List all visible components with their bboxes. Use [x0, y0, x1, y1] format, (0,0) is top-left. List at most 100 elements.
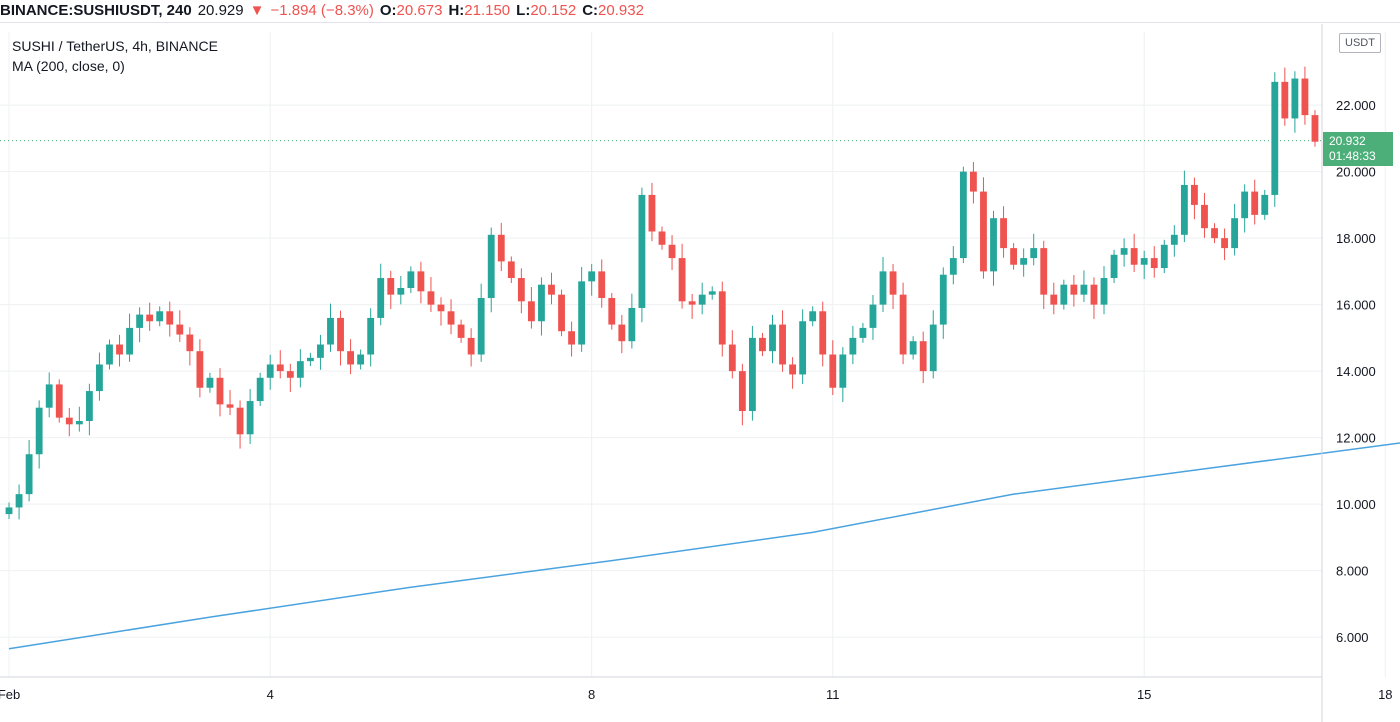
- candle-body: [206, 377, 214, 388]
- x-tick-label: Feb: [0, 687, 20, 702]
- candle-body: [15, 494, 23, 508]
- close-value: 20.932: [598, 2, 644, 19]
- candle-body: [276, 364, 284, 372]
- bar-countdown: 01:48:33: [1329, 149, 1376, 163]
- candle-body: [1241, 191, 1249, 219]
- candle-body: [1311, 115, 1319, 142]
- down-arrow-icon: ▼: [249, 2, 265, 19]
- candle-body: [648, 194, 656, 232]
- candle-body: [497, 234, 505, 262]
- candle-body: [990, 218, 997, 272]
- candlestick-chart[interactable]: 6.000 8.000 10.000 12.000 14.000 16.000 18.000…: [0, 24, 1400, 722]
- candle-body: [266, 364, 274, 378]
- candle-body: [387, 278, 395, 295]
- candle-body: [829, 354, 837, 388]
- candle-body: [839, 354, 847, 388]
- candle-body: [1261, 194, 1269, 215]
- candle-body: [1110, 254, 1118, 279]
- candle-body: [859, 327, 867, 338]
- candle-body: [1201, 204, 1208, 229]
- chart-legend-ma[interactable]: MA (200, close, 0): [12, 58, 125, 74]
- low-value: 20.152: [530, 2, 577, 19]
- candle-body: [959, 171, 967, 259]
- candle-body: [437, 304, 445, 312]
- candle-body: [1100, 278, 1108, 305]
- candle-body: [1010, 248, 1018, 265]
- candle-body: [507, 261, 515, 279]
- candle-body: [869, 304, 877, 328]
- candle-body: [397, 288, 405, 295]
- candle-body: [1120, 248, 1128, 255]
- last-price: 20.929: [197, 2, 244, 19]
- candle-body: [1130, 248, 1138, 265]
- y-tick-label: 22.000: [1336, 98, 1376, 113]
- candle-body: [718, 291, 726, 345]
- candle-body: [166, 311, 174, 325]
- high-label: H:: [448, 2, 465, 19]
- candle-body: [317, 344, 324, 358]
- candle-body: [598, 271, 606, 298]
- price-change: −1.894 (−8.3%): [270, 2, 374, 19]
- candle-body: [5, 507, 13, 515]
- candle-body: [146, 314, 154, 322]
- candle-body: [1040, 248, 1048, 295]
- x-tick-label: 15: [1137, 687, 1151, 702]
- y-tick-label: 16.000: [1336, 298, 1376, 313]
- candle-body: [1090, 284, 1098, 305]
- candle-body: [809, 311, 817, 322]
- candle-body: [186, 334, 194, 352]
- candle-body: [457, 324, 465, 338]
- candle-body: [296, 361, 304, 378]
- candle-body: [306, 357, 314, 362]
- open-value: 20.673: [396, 2, 443, 19]
- candle-body: [126, 327, 133, 355]
- candle-body: [327, 317, 334, 345]
- candle-body: [377, 278, 385, 318]
- candle-body: [407, 271, 415, 289]
- candle-body: [1251, 191, 1259, 215]
- candle-body: [1160, 244, 1168, 269]
- candle-body: [25, 454, 33, 495]
- candle-body: [1271, 81, 1279, 195]
- candle-body: [568, 331, 576, 345]
- candle-body: [939, 274, 947, 325]
- x-tick-label: 8: [588, 687, 595, 702]
- candle-body: [658, 231, 666, 245]
- candles: [5, 66, 1319, 520]
- candle-body: [477, 297, 485, 355]
- candle-body: [116, 344, 123, 355]
- y-tick-label: 20.000: [1336, 165, 1376, 180]
- candle-body: [759, 337, 766, 352]
- chart-grid: [0, 32, 1386, 677]
- candle-body: [1140, 258, 1148, 265]
- candle-body: [769, 324, 776, 352]
- symbol-name[interactable]: BINANCE:SUSHIUSDT, 240: [0, 2, 192, 19]
- candle-body: [548, 284, 555, 295]
- candle-body: [608, 297, 616, 325]
- candle-body: [618, 324, 626, 342]
- candle-body: [1281, 81, 1289, 119]
- candle-body: [738, 371, 746, 412]
- candle-body: [96, 364, 103, 392]
- chart-axes: 6.000 8.000 10.000 12.000 14.000 16.000 18.000…: [0, 24, 1393, 722]
- candle-body: [1070, 284, 1078, 295]
- candle-body: [588, 271, 596, 282]
- candle-body: [970, 171, 977, 192]
- candle-body: [638, 194, 646, 308]
- candle-body: [1191, 184, 1198, 205]
- candle-body: [427, 291, 435, 305]
- candle-body: [1180, 184, 1188, 235]
- candle-body: [678, 258, 686, 302]
- x-tick-label: 18: [1378, 687, 1392, 702]
- candle-body: [196, 351, 204, 388]
- candle-body: [35, 407, 43, 455]
- candle-body: [246, 401, 254, 435]
- currency-unit-button[interactable]: USDT: [1339, 33, 1381, 53]
- candle-body: [708, 291, 716, 295]
- candle-body: [799, 321, 807, 375]
- candle-body: [337, 317, 344, 352]
- candle-body: [628, 307, 636, 342]
- chart-legend-title[interactable]: SUSHI / TetherUS, 4h, BINANCE: [12, 38, 218, 54]
- candle-body: [899, 294, 907, 355]
- candle-body: [417, 271, 425, 292]
